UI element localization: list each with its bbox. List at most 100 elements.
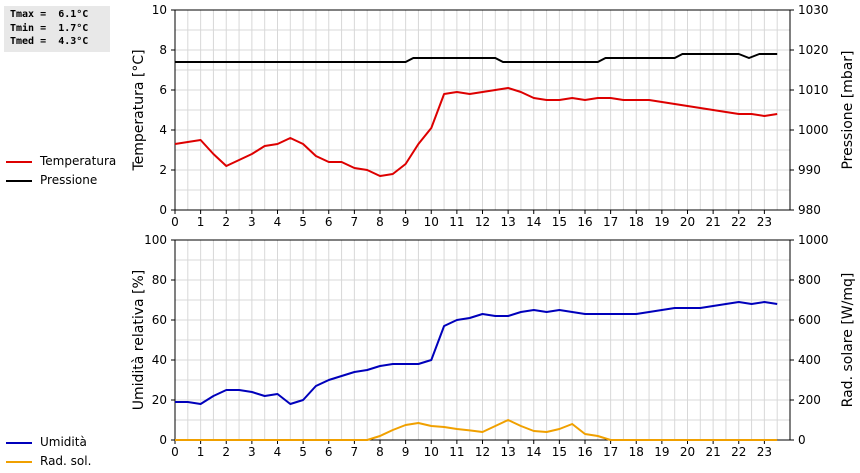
- x-tick-label: 13: [500, 215, 515, 229]
- legend-label: Umidità: [40, 435, 87, 449]
- x-tick-label: 21: [705, 445, 720, 459]
- x-tick-label: 11: [449, 215, 464, 229]
- x-tick-label: 6: [325, 445, 333, 459]
- y2-axis-title: Pressione [mbar]: [840, 50, 856, 169]
- x-tick-label: 10: [424, 215, 439, 229]
- legend-label: Temperatura: [40, 154, 117, 168]
- stats-label: Tmax: [10, 9, 35, 20]
- stats-label: Tmed: [10, 36, 35, 47]
- x-tick-label: 9: [402, 215, 410, 229]
- x-tick-label: 5: [299, 215, 307, 229]
- y-tick-label: 6: [159, 83, 167, 97]
- stats-value: 1.7°C: [58, 22, 89, 34]
- stats-box: Tmax = 6.1°C Tmin = 1.7°C Tmed = 4.3°C: [4, 6, 110, 52]
- x-tick-label: 8: [376, 445, 384, 459]
- legend-swatch: [6, 442, 32, 444]
- y2-tick-label: 600: [798, 313, 821, 327]
- x-tick-label: 14: [526, 215, 541, 229]
- x-tick-label: 13: [500, 445, 515, 459]
- y-tick-label: 2: [159, 163, 167, 177]
- y-tick-label: 0: [159, 433, 167, 447]
- x-tick-label: 15: [552, 215, 567, 229]
- legend-top: Temperatura Pressione: [6, 154, 126, 192]
- y-tick-label: 80: [152, 273, 167, 287]
- x-tick-label: 4: [274, 215, 282, 229]
- x-tick-label: 7: [351, 215, 359, 229]
- x-tick-label: 18: [629, 445, 644, 459]
- y-tick-label: 4: [159, 123, 167, 137]
- y2-tick-label: 200: [798, 393, 821, 407]
- x-tick-label: 17: [603, 445, 618, 459]
- x-tick-label: 1: [197, 445, 205, 459]
- x-tick-label: 2: [222, 445, 230, 459]
- y-tick-label: 0: [159, 203, 167, 217]
- x-tick-label: 3: [248, 445, 256, 459]
- y-tick-label: 100: [144, 233, 167, 247]
- x-tick-label: 12: [475, 445, 490, 459]
- y-axis-title: Umidità relativa [%]: [131, 270, 147, 411]
- x-tick-label: 18: [629, 215, 644, 229]
- x-tick-label: 16: [577, 215, 592, 229]
- x-tick-label: 22: [731, 215, 746, 229]
- x-tick-label: 19: [654, 445, 669, 459]
- x-tick-label: 10: [424, 445, 439, 459]
- y2-tick-label: 1030: [798, 3, 829, 17]
- x-tick-label: 0: [171, 445, 179, 459]
- x-tick-label: 9: [402, 445, 410, 459]
- y-tick-label: 10: [152, 3, 167, 17]
- legend-swatch: [6, 180, 32, 182]
- x-tick-label: 22: [731, 445, 746, 459]
- series-line-temperatura: [174, 87, 778, 177]
- y2-tick-label: 0: [798, 433, 806, 447]
- x-tick-label: 8: [376, 215, 384, 229]
- x-tick-label: 5: [299, 445, 307, 459]
- y2-tick-label: 800: [798, 273, 821, 287]
- x-tick-label: 1: [197, 215, 205, 229]
- x-tick-label: 19: [654, 215, 669, 229]
- y2-tick-label: 1000: [798, 233, 829, 247]
- y-tick-label: 8: [159, 43, 167, 57]
- x-tick-label: 4: [274, 445, 282, 459]
- y2-tick-label: 1020: [798, 43, 829, 57]
- x-tick-label: 0: [171, 215, 179, 229]
- stats-value: 6.1°C: [58, 9, 89, 20]
- legend-label: Pressione: [40, 173, 98, 187]
- x-tick-label: 14: [526, 445, 541, 459]
- x-tick-label: 20: [680, 215, 695, 229]
- x-tick-label: 3: [248, 215, 256, 229]
- legend-swatch: [6, 161, 32, 163]
- y-tick-label: 20: [152, 393, 167, 407]
- x-tick-label: 17: [603, 215, 618, 229]
- stats-row: Tmin = 1.7°C: [10, 22, 89, 34]
- series-line-rad-sol-: [175, 419, 778, 441]
- x-tick-label: 23: [757, 215, 772, 229]
- x-tick-label: 16: [577, 445, 592, 459]
- stats-row: Tmax = 6.1°C: [10, 9, 89, 20]
- legend-item-temperatura: Temperatura: [6, 154, 126, 173]
- y2-tick-label: 990: [798, 163, 821, 177]
- x-tick-label: 11: [449, 445, 464, 459]
- y2-axis-title: Rad. solare [W/mq]: [840, 273, 856, 408]
- x-tick-label: 21: [705, 215, 720, 229]
- x-tick-label: 20: [680, 445, 695, 459]
- x-tick-label: 15: [552, 445, 567, 459]
- y-axis-title: Temperatura [°C]: [131, 49, 147, 171]
- legend-item-pressione: Pressione: [6, 173, 126, 192]
- y-tick-label: 40: [152, 353, 167, 367]
- series-line-umidit-: [175, 301, 778, 405]
- x-tick-label: 12: [475, 215, 490, 229]
- y-tick-label: 60: [152, 313, 167, 327]
- series-line-pressione: [175, 53, 778, 63]
- x-tick-label: 6: [325, 215, 333, 229]
- y2-tick-label: 1010: [798, 83, 829, 97]
- y2-tick-label: 980: [798, 203, 821, 217]
- x-tick-label: 7: [351, 445, 359, 459]
- stats-row: Tmed = 4.3°C: [10, 36, 89, 47]
- legend-item-umidita: Umidità: [6, 435, 126, 454]
- stats-value: 4.3°C: [58, 36, 89, 47]
- y2-tick-label: 400: [798, 353, 821, 367]
- x-tick-label: 23: [757, 445, 772, 459]
- charts-canvas: 0 1 2 3 4 5 6 7 8 9 10 11 12 13 14 15 16 17 18 19 20 21 22 2302…: [131, 3, 856, 459]
- y2-tick-label: 1000: [798, 123, 829, 137]
- stats-label: Tmin: [10, 22, 35, 34]
